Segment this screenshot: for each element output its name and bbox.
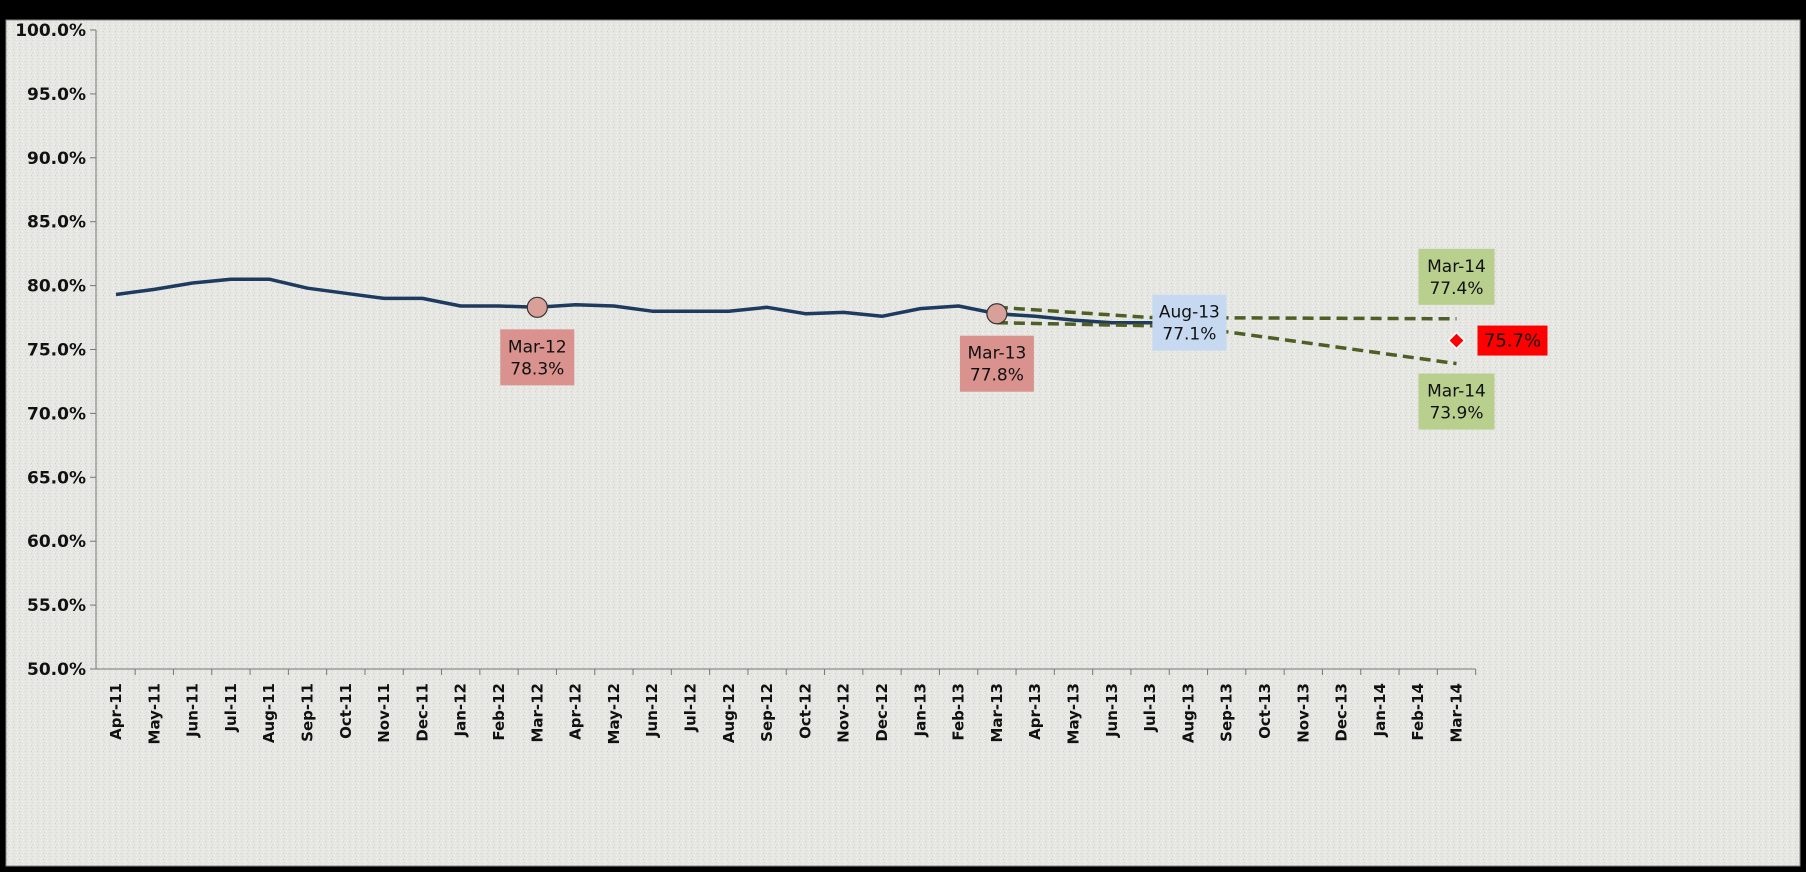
x-tick-label: Jun-11 (184, 683, 202, 738)
y-tick-label: 95.0% (27, 85, 86, 105)
x-tick-label: Sep-13 (1218, 683, 1236, 742)
y-tick-label: 100.0% (15, 21, 86, 41)
x-tick-label: Jun-13 (1103, 683, 1121, 738)
x-tick-label: Apr-12 (567, 683, 585, 740)
annotation-label: Mar-12 (508, 337, 567, 357)
point-marker-Mar-13 (986, 303, 1008, 325)
x-tick-label: May-13 (1065, 683, 1083, 744)
annotation-label: 78.3% (510, 359, 564, 379)
y-tick-label: 85.0% (27, 213, 86, 233)
x-tick-label: May-12 (605, 683, 623, 744)
x-tick-label: Jan-12 (452, 683, 470, 737)
point-marker-diamond-Mar-14 (1447, 331, 1466, 350)
annotation-label: Mar-14 (1427, 382, 1486, 402)
annotation-label: 75.7% (1484, 331, 1541, 352)
x-tick-label: Dec-13 (1333, 683, 1351, 742)
x-tick-label: Dec-11 (413, 683, 431, 742)
x-tick-label: May-11 (145, 683, 163, 744)
x-tick-label: Apr-13 (1026, 683, 1044, 740)
annotation-label: Mar-14 (1427, 257, 1486, 277)
annotation-box (959, 335, 1034, 392)
y-tick-label: 65.0% (27, 468, 86, 488)
annotation-label: Aug-13 (1159, 303, 1220, 323)
annotation-label: 77.4% (1429, 279, 1483, 299)
x-tick-label: Jul-13 (1141, 683, 1159, 733)
y-tick-label: 70.0% (27, 404, 86, 424)
x-tick-label: Nov-12 (835, 683, 853, 743)
series-line-1 (115, 277, 1189, 325)
y-tick-label: 60.0% (27, 532, 86, 552)
x-tick-label: Feb-12 (490, 683, 508, 741)
x-tick-label: Aug-13 (1179, 683, 1197, 743)
series-line-2 (996, 305, 1457, 321)
annotation-box (1152, 294, 1227, 351)
x-tick-label: Nov-13 (1294, 683, 1312, 743)
x-tick-label: Feb-14 (1409, 683, 1427, 741)
x-tick-label: Apr-11 (107, 683, 125, 740)
annotation-label: 77.8% (970, 366, 1024, 386)
point-marker-Mar-12 (526, 296, 548, 318)
x-tick-label: Mar-13 (988, 683, 1006, 743)
x-tick-label: Feb-13 (950, 683, 968, 741)
x-tick-label: Jul-11 (222, 683, 240, 733)
y-tick-label: 55.0% (27, 596, 86, 616)
x-tick-label: Jul-12 (682, 683, 700, 733)
annotation-box (1418, 248, 1495, 305)
x-tick-label: Nov-11 (375, 683, 393, 743)
x-tick-label: Sep-12 (758, 683, 776, 742)
x-tick-label: Oct-13 (1256, 683, 1274, 739)
x-tick-label: Mar-14 (1448, 683, 1466, 743)
x-tick-label: Jan-14 (1371, 683, 1389, 737)
x-tick-label: Oct-12 (796, 683, 814, 739)
plot-background (5, 19, 1801, 867)
annotation-label: 77.1% (1162, 325, 1216, 345)
annotation-label: Mar-13 (968, 344, 1027, 364)
x-tick-label: Mar-12 (528, 683, 546, 743)
y-tick-label: 80.0% (27, 277, 86, 297)
annotation-757: 75.7% (1477, 325, 1548, 356)
x-tick-label: Aug-12 (720, 683, 738, 743)
x-tick-label: Dec-12 (873, 683, 891, 742)
x-tick-label: Aug-11 (260, 683, 278, 743)
x-tick-label: Jan-13 (911, 683, 929, 737)
y-tick-label: 75.0% (27, 341, 86, 361)
annotation-box (500, 329, 575, 386)
x-tick-label: Oct-11 (337, 683, 355, 739)
annotation-box (1477, 325, 1548, 356)
y-tick-label: 90.0% (27, 149, 86, 169)
y-tick-label: 50.0% (27, 660, 86, 680)
x-tick-label: Jun-12 (643, 683, 661, 738)
annotation-box (1418, 373, 1495, 430)
x-tick-label: Sep-11 (299, 683, 317, 742)
annotation-label: 73.9% (1429, 404, 1483, 424)
